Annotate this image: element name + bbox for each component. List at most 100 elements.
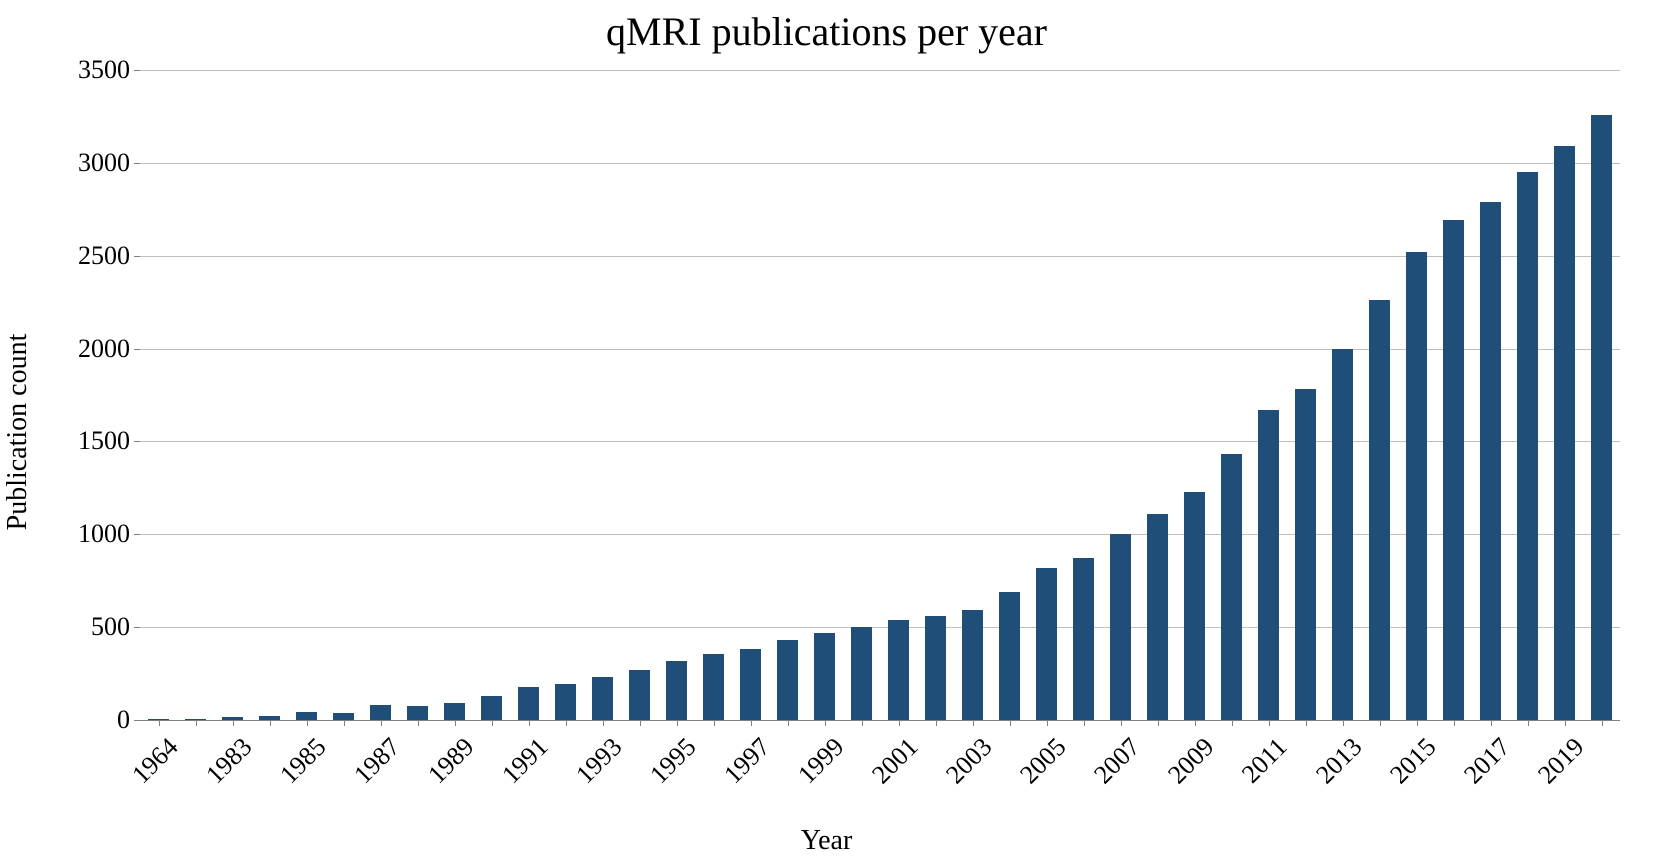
x-tick-mark (1565, 720, 1566, 726)
bar (370, 705, 390, 720)
bar (592, 677, 612, 720)
x-tick-mark (344, 720, 345, 726)
x-axis-label: Year (0, 825, 1653, 857)
y-tick-mark (134, 349, 140, 350)
bar (1480, 202, 1500, 720)
x-tick-mark (714, 720, 715, 726)
x-tick-label: 2015 (1384, 732, 1442, 790)
x-tick-mark (566, 720, 567, 726)
x-tick-mark (1232, 720, 1233, 726)
x-tick-mark (418, 720, 419, 726)
bar (555, 684, 575, 720)
x-tick-mark (1084, 720, 1085, 726)
x-tick-mark (899, 720, 900, 726)
bar (1591, 115, 1611, 720)
x-tick-mark (1454, 720, 1455, 726)
x-tick-mark (1195, 720, 1196, 726)
y-tick-label: 2500 (30, 241, 130, 271)
bars-container (140, 70, 1620, 720)
bar (888, 620, 908, 720)
x-tick-label: 2005 (1014, 732, 1072, 790)
bar (1147, 514, 1167, 720)
bar (666, 661, 686, 720)
bar-chart: qMRI publications per year Publication c… (0, 0, 1653, 863)
x-tick-mark (1380, 720, 1381, 726)
bar (1332, 349, 1352, 720)
bar (1295, 389, 1315, 720)
x-tick-label: 1999 (792, 732, 850, 790)
x-tick-mark (1047, 720, 1048, 726)
y-tick-label: 3000 (30, 148, 130, 178)
x-tick-label: 2007 (1088, 732, 1146, 790)
x-tick-mark (270, 720, 271, 726)
bar (1554, 146, 1574, 720)
x-tick-mark (1343, 720, 1344, 726)
x-tick-mark (381, 720, 382, 726)
x-tick-mark (1602, 720, 1603, 726)
bar (814, 633, 834, 720)
chart-title: qMRI publications per year (0, 8, 1653, 55)
x-tick-mark (1417, 720, 1418, 726)
bar (407, 706, 427, 720)
x-tick-mark (973, 720, 974, 726)
x-tick-label: 1991 (496, 732, 554, 790)
x-tick-label: 2003 (940, 732, 998, 790)
bar (333, 713, 353, 720)
y-tick-mark (134, 627, 140, 628)
x-tick-mark (159, 720, 160, 726)
y-tick-label: 2000 (30, 334, 130, 364)
bar (1258, 410, 1278, 720)
bar (1369, 300, 1389, 720)
bar (1221, 454, 1241, 720)
bar (925, 616, 945, 720)
x-tick-label: 2009 (1162, 732, 1220, 790)
x-tick-mark (603, 720, 604, 726)
x-tick-label: 1987 (348, 732, 406, 790)
bar (962, 610, 982, 720)
x-tick-label: 1997 (718, 732, 776, 790)
bar (1110, 534, 1130, 720)
y-tick-mark (134, 720, 140, 721)
x-tick-label: 1989 (422, 732, 480, 790)
x-tick-mark (529, 720, 530, 726)
x-tick-label: 1964 (126, 732, 184, 790)
x-tick-mark (1269, 720, 1270, 726)
x-tick-mark (233, 720, 234, 726)
bar (740, 649, 760, 720)
bar (1073, 558, 1093, 720)
x-tick-mark (1158, 720, 1159, 726)
bar (481, 696, 501, 720)
bar (851, 627, 871, 720)
y-tick-label: 1000 (30, 519, 130, 549)
bar (999, 592, 1019, 720)
x-tick-mark (196, 720, 197, 726)
x-tick-mark (455, 720, 456, 726)
bar (444, 703, 464, 720)
x-tick-mark (825, 720, 826, 726)
y-tick-mark (134, 256, 140, 257)
x-tick-label: 2019 (1532, 732, 1590, 790)
x-tick-mark (751, 720, 752, 726)
x-tick-label: 2013 (1310, 732, 1368, 790)
y-tick-label: 0 (30, 705, 130, 735)
bar (518, 687, 538, 720)
bar (1036, 568, 1056, 720)
y-tick-mark (134, 70, 140, 71)
bar (296, 712, 316, 720)
y-tick-label: 3500 (30, 55, 130, 85)
bar (1406, 252, 1426, 720)
x-tick-mark (492, 720, 493, 726)
x-tick-label: 2001 (866, 732, 924, 790)
x-tick-mark (677, 720, 678, 726)
x-tick-mark (1121, 720, 1122, 726)
bar (1517, 172, 1537, 720)
x-tick-mark (1306, 720, 1307, 726)
bar (1443, 220, 1463, 720)
bar (1184, 492, 1204, 720)
bar (629, 670, 649, 720)
x-tick-mark (307, 720, 308, 726)
y-tick-label: 1500 (30, 426, 130, 456)
plot-area: 1964198319851987198919911993199519971999… (140, 70, 1620, 720)
bar (703, 654, 723, 720)
x-tick-label: 1993 (570, 732, 628, 790)
